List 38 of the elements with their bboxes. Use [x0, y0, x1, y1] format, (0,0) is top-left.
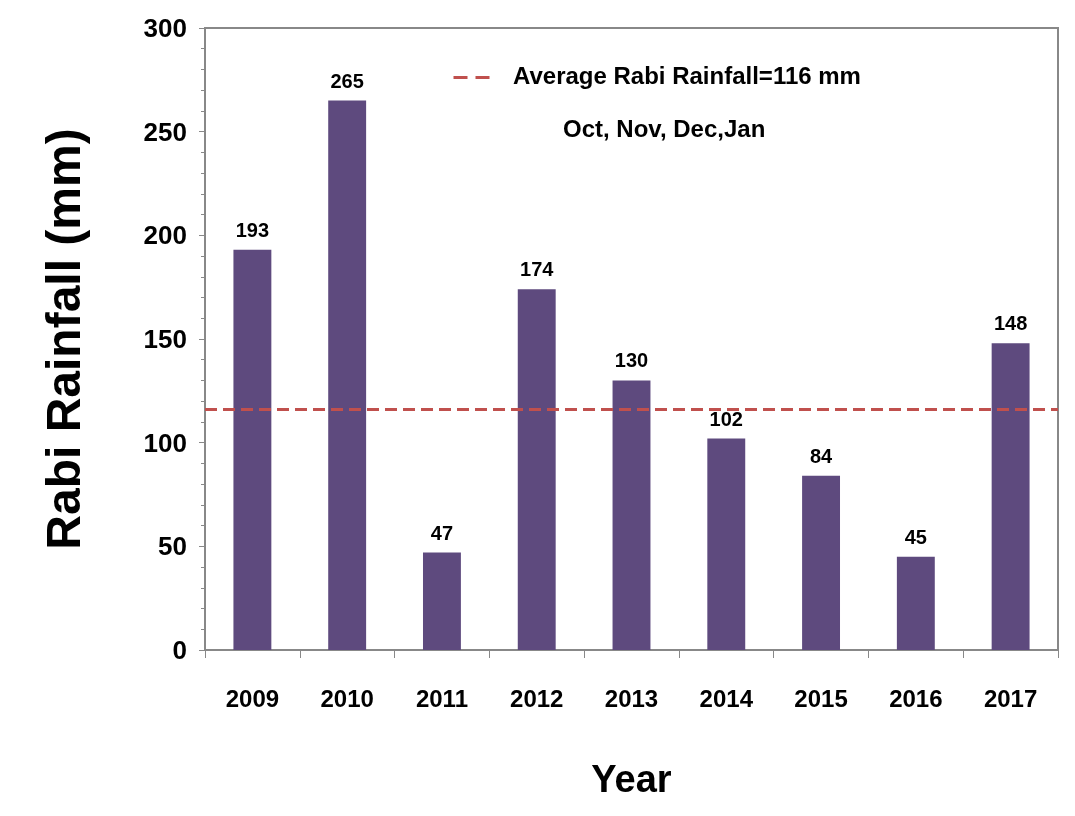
y-tick-label: 250	[143, 116, 187, 147]
x-tick-label: 2010	[320, 684, 374, 712]
bar	[233, 249, 272, 650]
data-label: 265	[330, 69, 364, 92]
data-label: 45	[904, 525, 927, 548]
y-tick-label: 0	[172, 635, 187, 665]
data-label: 148	[993, 312, 1028, 335]
bar	[517, 289, 556, 650]
y-tick-label: 200	[143, 220, 187, 251]
x-tick-label: 2013	[604, 684, 659, 712]
bar	[612, 380, 651, 650]
annotation: Oct, Nov, Dec,Jan	[563, 114, 766, 142]
x-tick-label: 2012	[510, 684, 564, 712]
x-tick-label: 2011	[415, 684, 468, 712]
legend-label: Average Rabi Rainfall=116 mm	[513, 61, 861, 89]
data-label: 130	[614, 349, 649, 372]
x-tick-label: 2016	[889, 684, 943, 712]
data-label: 84	[809, 444, 834, 467]
x-axis-title: Year	[591, 758, 672, 800]
bar	[802, 475, 841, 650]
bar	[328, 100, 367, 650]
y-tick-label: 300	[143, 13, 187, 43]
y-tick-label: 50	[158, 531, 187, 562]
bar	[422, 552, 461, 650]
bar	[991, 343, 1030, 650]
bar	[707, 438, 746, 650]
data-label: 47	[430, 521, 454, 544]
x-tick-label: 2009	[225, 684, 280, 712]
bar	[896, 556, 935, 650]
y-tick-label: 150	[143, 324, 187, 354]
x-tick-label: 2017	[983, 684, 1038, 712]
y-tick-label: 100	[143, 427, 187, 458]
y-axis-title: Rabi Rainfall (mm)	[36, 128, 90, 550]
data-label: 174	[520, 258, 555, 281]
data-label: 102	[709, 407, 743, 430]
x-tick-label: 2014	[699, 684, 754, 712]
data-label: 193	[235, 218, 270, 241]
x-tick-label: 2015	[794, 684, 848, 712]
